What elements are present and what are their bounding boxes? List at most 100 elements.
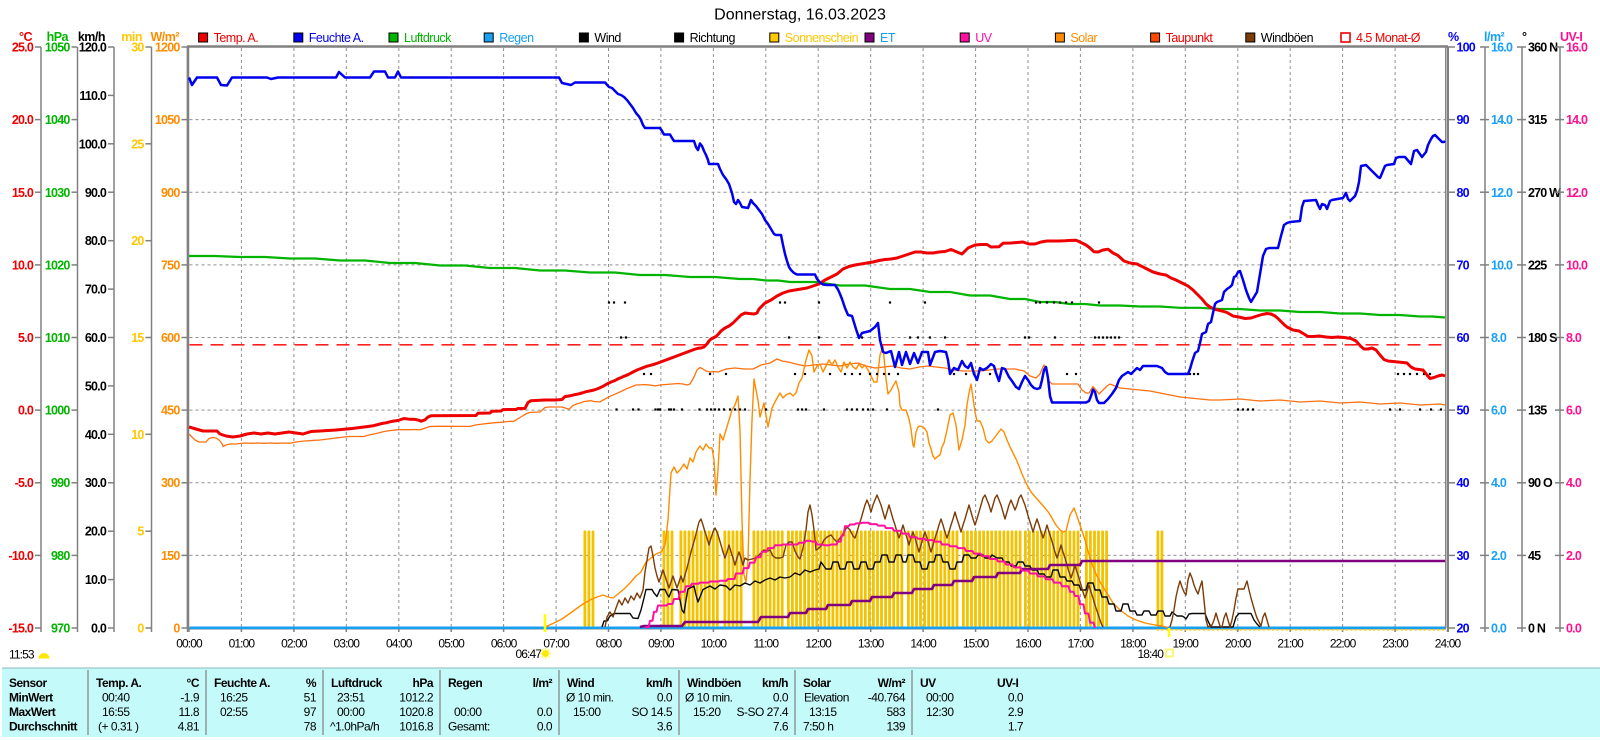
svg-text:1.7: 1.7: [1008, 720, 1024, 734]
svg-text:51: 51: [304, 691, 317, 705]
svg-text:09:00: 09:00: [648, 637, 675, 651]
svg-text:05:00: 05:00: [438, 637, 465, 651]
svg-text:06:47: 06:47: [515, 647, 542, 661]
svg-text:(+ 0.31 ): (+ 0.31 ): [98, 720, 139, 734]
svg-text:30.0: 30.0: [85, 476, 107, 490]
svg-text:990: 990: [51, 476, 70, 490]
svg-text:20.0: 20.0: [12, 113, 34, 127]
svg-text:300: 300: [161, 476, 180, 490]
svg-text:20: 20: [1457, 622, 1470, 636]
svg-text:1050: 1050: [45, 41, 70, 55]
svg-text:1020: 1020: [45, 258, 70, 272]
svg-text:12:00: 12:00: [805, 637, 832, 651]
svg-text:15: 15: [131, 331, 144, 345]
svg-text:100: 100: [1457, 41, 1476, 55]
svg-text:Temp. A.: Temp. A.: [96, 676, 142, 690]
svg-text:97: 97: [304, 705, 317, 719]
svg-text:1012.2: 1012.2: [399, 691, 434, 705]
svg-text:07:00: 07:00: [543, 637, 570, 651]
svg-text:4.5 Monat-Ø: 4.5 Monat-Ø: [1356, 31, 1421, 45]
svg-text:02:55: 02:55: [220, 705, 248, 719]
svg-text:110.0: 110.0: [79, 89, 106, 103]
svg-text:24:00: 24:00: [1435, 637, 1462, 651]
svg-text:11:00: 11:00: [753, 637, 779, 651]
svg-text:22:00: 22:00: [1330, 637, 1357, 651]
svg-text:16:00: 16:00: [1015, 637, 1042, 651]
svg-text:MaxWert: MaxWert: [9, 705, 56, 719]
svg-text:50.0: 50.0: [85, 379, 107, 393]
svg-text:90.0: 90.0: [85, 186, 107, 200]
svg-text:20.0: 20.0: [85, 525, 107, 539]
svg-text:0.0: 0.0: [537, 720, 553, 734]
svg-text:360 N: 360 N: [1528, 41, 1558, 55]
svg-text:1020.8: 1020.8: [399, 705, 434, 719]
svg-text:min: min: [121, 30, 142, 44]
svg-text:°: °: [1522, 30, 1527, 44]
svg-text:Richtung: Richtung: [690, 31, 736, 45]
svg-text:-1.9: -1.9: [180, 691, 200, 705]
svg-text:km/h: km/h: [762, 676, 788, 690]
svg-text:13:15: 13:15: [809, 705, 837, 719]
svg-text:^1.0hPa/h: ^1.0hPa/h: [330, 720, 379, 734]
svg-text:Ø 10 min.: Ø 10 min.: [566, 691, 614, 705]
svg-text:0.0: 0.0: [1491, 622, 1507, 636]
svg-text:Feuchte A.: Feuchte A.: [214, 676, 270, 690]
svg-text:60.0: 60.0: [85, 331, 107, 345]
svg-text:Windböen: Windböen: [1261, 31, 1314, 45]
svg-text:hPa: hPa: [412, 676, 433, 690]
svg-text:90 O: 90 O: [1528, 476, 1553, 490]
svg-text:04:00: 04:00: [386, 637, 413, 651]
svg-text:Regen: Regen: [448, 676, 482, 690]
svg-text:16.0: 16.0: [1491, 41, 1513, 55]
svg-text:0.0: 0.0: [91, 622, 107, 636]
svg-text:08:00: 08:00: [596, 637, 623, 651]
svg-text:Elevation: Elevation: [804, 691, 849, 705]
svg-text:90: 90: [1457, 113, 1470, 127]
svg-text:10:00: 10:00: [701, 637, 728, 651]
svg-text:11:53: 11:53: [9, 648, 35, 662]
svg-text:8.0: 8.0: [1491, 331, 1507, 345]
svg-text:0.0: 0.0: [537, 705, 553, 719]
svg-text:06:00: 06:00: [491, 637, 518, 651]
svg-text:16:55: 16:55: [102, 705, 130, 719]
svg-text:225: 225: [1528, 258, 1547, 272]
svg-text:Feuchte A.: Feuchte A.: [309, 31, 364, 45]
svg-text:14.0: 14.0: [1491, 113, 1513, 127]
svg-text:10.0: 10.0: [85, 573, 107, 587]
svg-text:Sensor: Sensor: [9, 676, 48, 690]
svg-text:15.0: 15.0: [12, 186, 34, 200]
svg-text:21:00: 21:00: [1277, 637, 1304, 651]
svg-text:1200: 1200: [155, 41, 180, 55]
svg-text:10.0: 10.0: [1491, 258, 1513, 272]
svg-text:100.0: 100.0: [79, 137, 107, 151]
svg-text:25.0: 25.0: [12, 41, 34, 55]
svg-text:02:00: 02:00: [281, 637, 308, 651]
svg-text:14:00: 14:00: [910, 637, 937, 651]
svg-text:Wind: Wind: [594, 31, 621, 45]
svg-text:0.0: 0.0: [1566, 622, 1582, 636]
svg-text:45: 45: [1528, 549, 1541, 563]
svg-text:00:00: 00:00: [176, 637, 203, 651]
svg-text:5: 5: [137, 525, 144, 539]
svg-text:%: %: [306, 676, 317, 690]
svg-text:900: 900: [161, 186, 180, 200]
svg-text:0.0: 0.0: [1008, 691, 1024, 705]
svg-text:Wind: Wind: [567, 676, 594, 690]
svg-text:600: 600: [161, 331, 180, 345]
svg-text:15:20: 15:20: [693, 705, 721, 719]
svg-text:Sonnenschein: Sonnenschein: [785, 31, 859, 45]
svg-text:17:00: 17:00: [1068, 637, 1095, 651]
svg-text:70: 70: [1457, 258, 1470, 272]
svg-text:40.0: 40.0: [85, 428, 107, 442]
svg-text:6.0: 6.0: [1566, 404, 1582, 418]
svg-text:-40.764: -40.764: [868, 691, 906, 705]
svg-text:Taupunkt: Taupunkt: [1166, 31, 1214, 45]
svg-text:-10.0: -10.0: [9, 549, 34, 563]
svg-text:7:50 h: 7:50 h: [803, 720, 833, 734]
svg-text:SO 14.5: SO 14.5: [631, 705, 672, 719]
svg-text:30: 30: [131, 41, 144, 55]
svg-text:12.0: 12.0: [1491, 186, 1513, 200]
svg-text:5.0: 5.0: [18, 331, 34, 345]
svg-text:10.0: 10.0: [12, 258, 34, 272]
svg-text:970: 970: [51, 622, 70, 636]
